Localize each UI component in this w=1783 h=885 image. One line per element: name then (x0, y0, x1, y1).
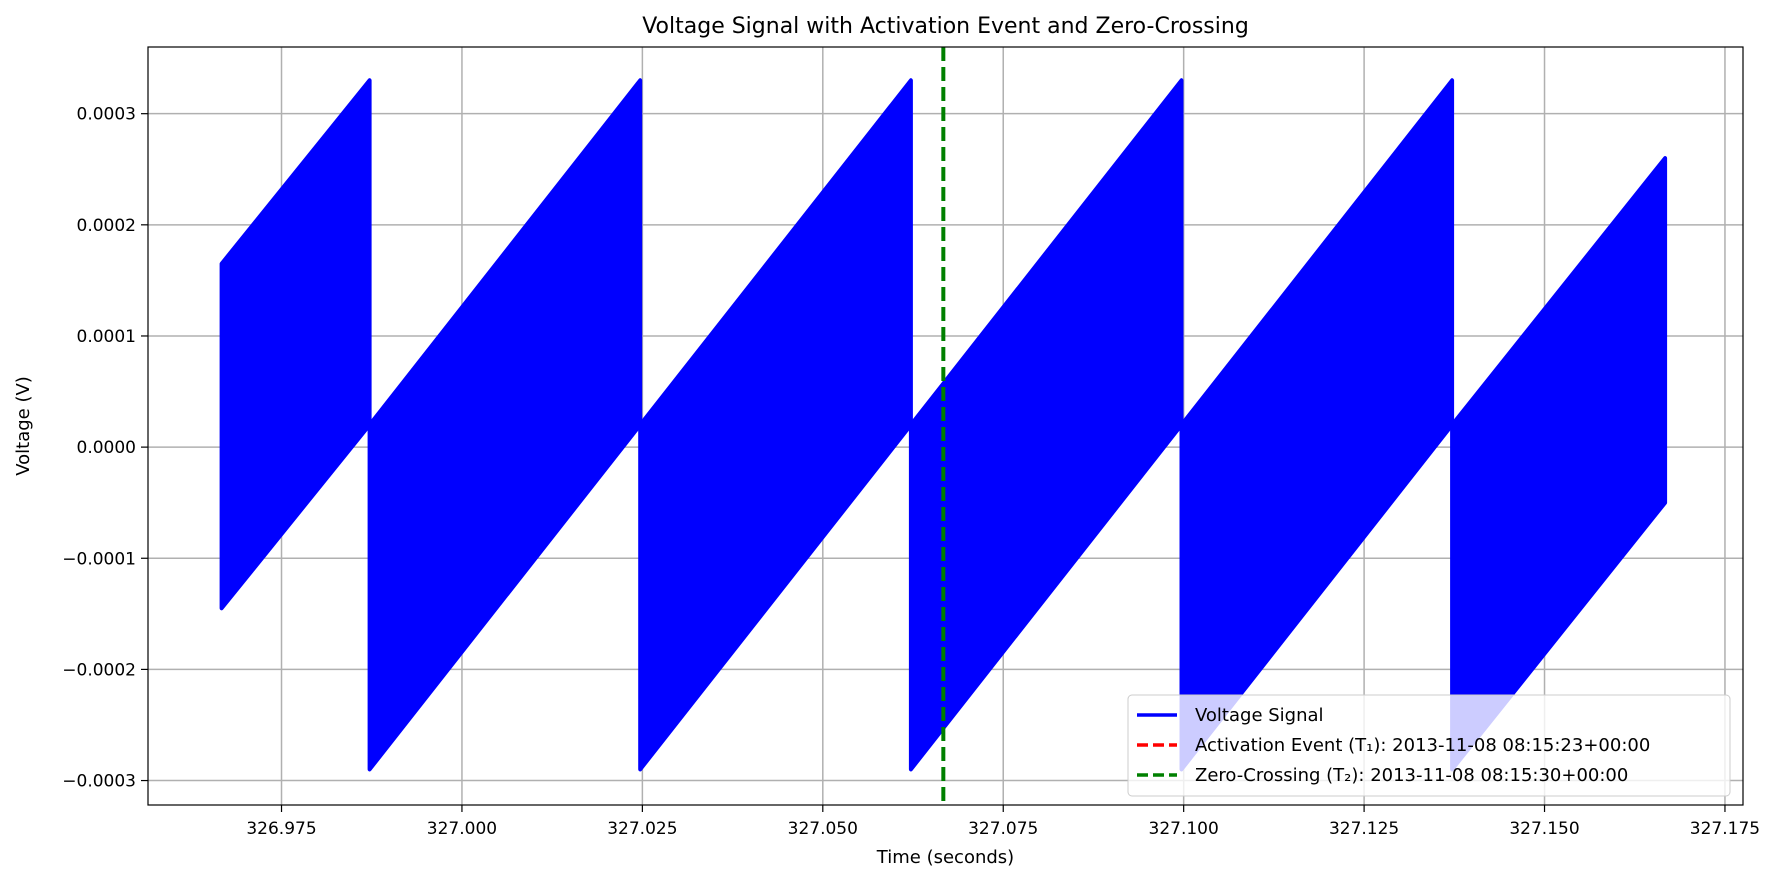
x-tick-label: 327.175 (1690, 819, 1760, 839)
x-tick-label: 327.025 (607, 819, 677, 839)
x-tick-label: 327.050 (788, 819, 858, 839)
y-tick-label: 0.0002 (77, 216, 136, 236)
legend: Voltage Signal Activation Event (T₁): 20… (1127, 694, 1731, 797)
y-tick-label: 0.0000 (77, 438, 136, 458)
plot-data (219, 78, 1668, 772)
x-tick-label: 326.975 (246, 819, 316, 839)
legend-label-zero-crossing: Zero-Crossing (T₂): 2013-11-08 08:15:30+… (1195, 765, 1628, 786)
x-tick-label: 327.075 (968, 819, 1038, 839)
x-tick-label: 327.100 (1149, 819, 1219, 839)
voltage-signal-segment (1450, 156, 1668, 772)
legend-box (1127, 694, 1731, 797)
y-axis-ticks: 0.0003 0.0002 0.0001 0.0000 −0.0001 −0.0002 −0… (62, 105, 148, 792)
y-tick-label: −0.0003 (62, 772, 136, 792)
y-axis-label: Voltage (V) (13, 376, 34, 476)
x-tick-label: 327.000 (427, 819, 497, 839)
legend-label-activation: Activation Event (T₁): 2013-11-08 08:15:… (1195, 735, 1650, 756)
plot-frame (147, 46, 1744, 806)
chart-title: Voltage Signal with Activation Event and… (642, 14, 1249, 39)
y-tick-label: 0.0001 (77, 327, 136, 347)
y-tick-label: −0.0002 (62, 660, 136, 680)
y-tick-label: −0.0001 (62, 549, 136, 569)
x-axis-ticks: 326.975 327.000 327.025 327.050 327.075 327.1… (246, 805, 1760, 839)
x-axis-label: Time (seconds) (876, 847, 1014, 868)
x-tick-label: 327.150 (1509, 819, 1579, 839)
legend-label-voltage: Voltage Signal (1195, 705, 1324, 726)
y-tick-label: 0.0003 (77, 105, 136, 125)
x-tick-label: 327.125 (1329, 819, 1399, 839)
